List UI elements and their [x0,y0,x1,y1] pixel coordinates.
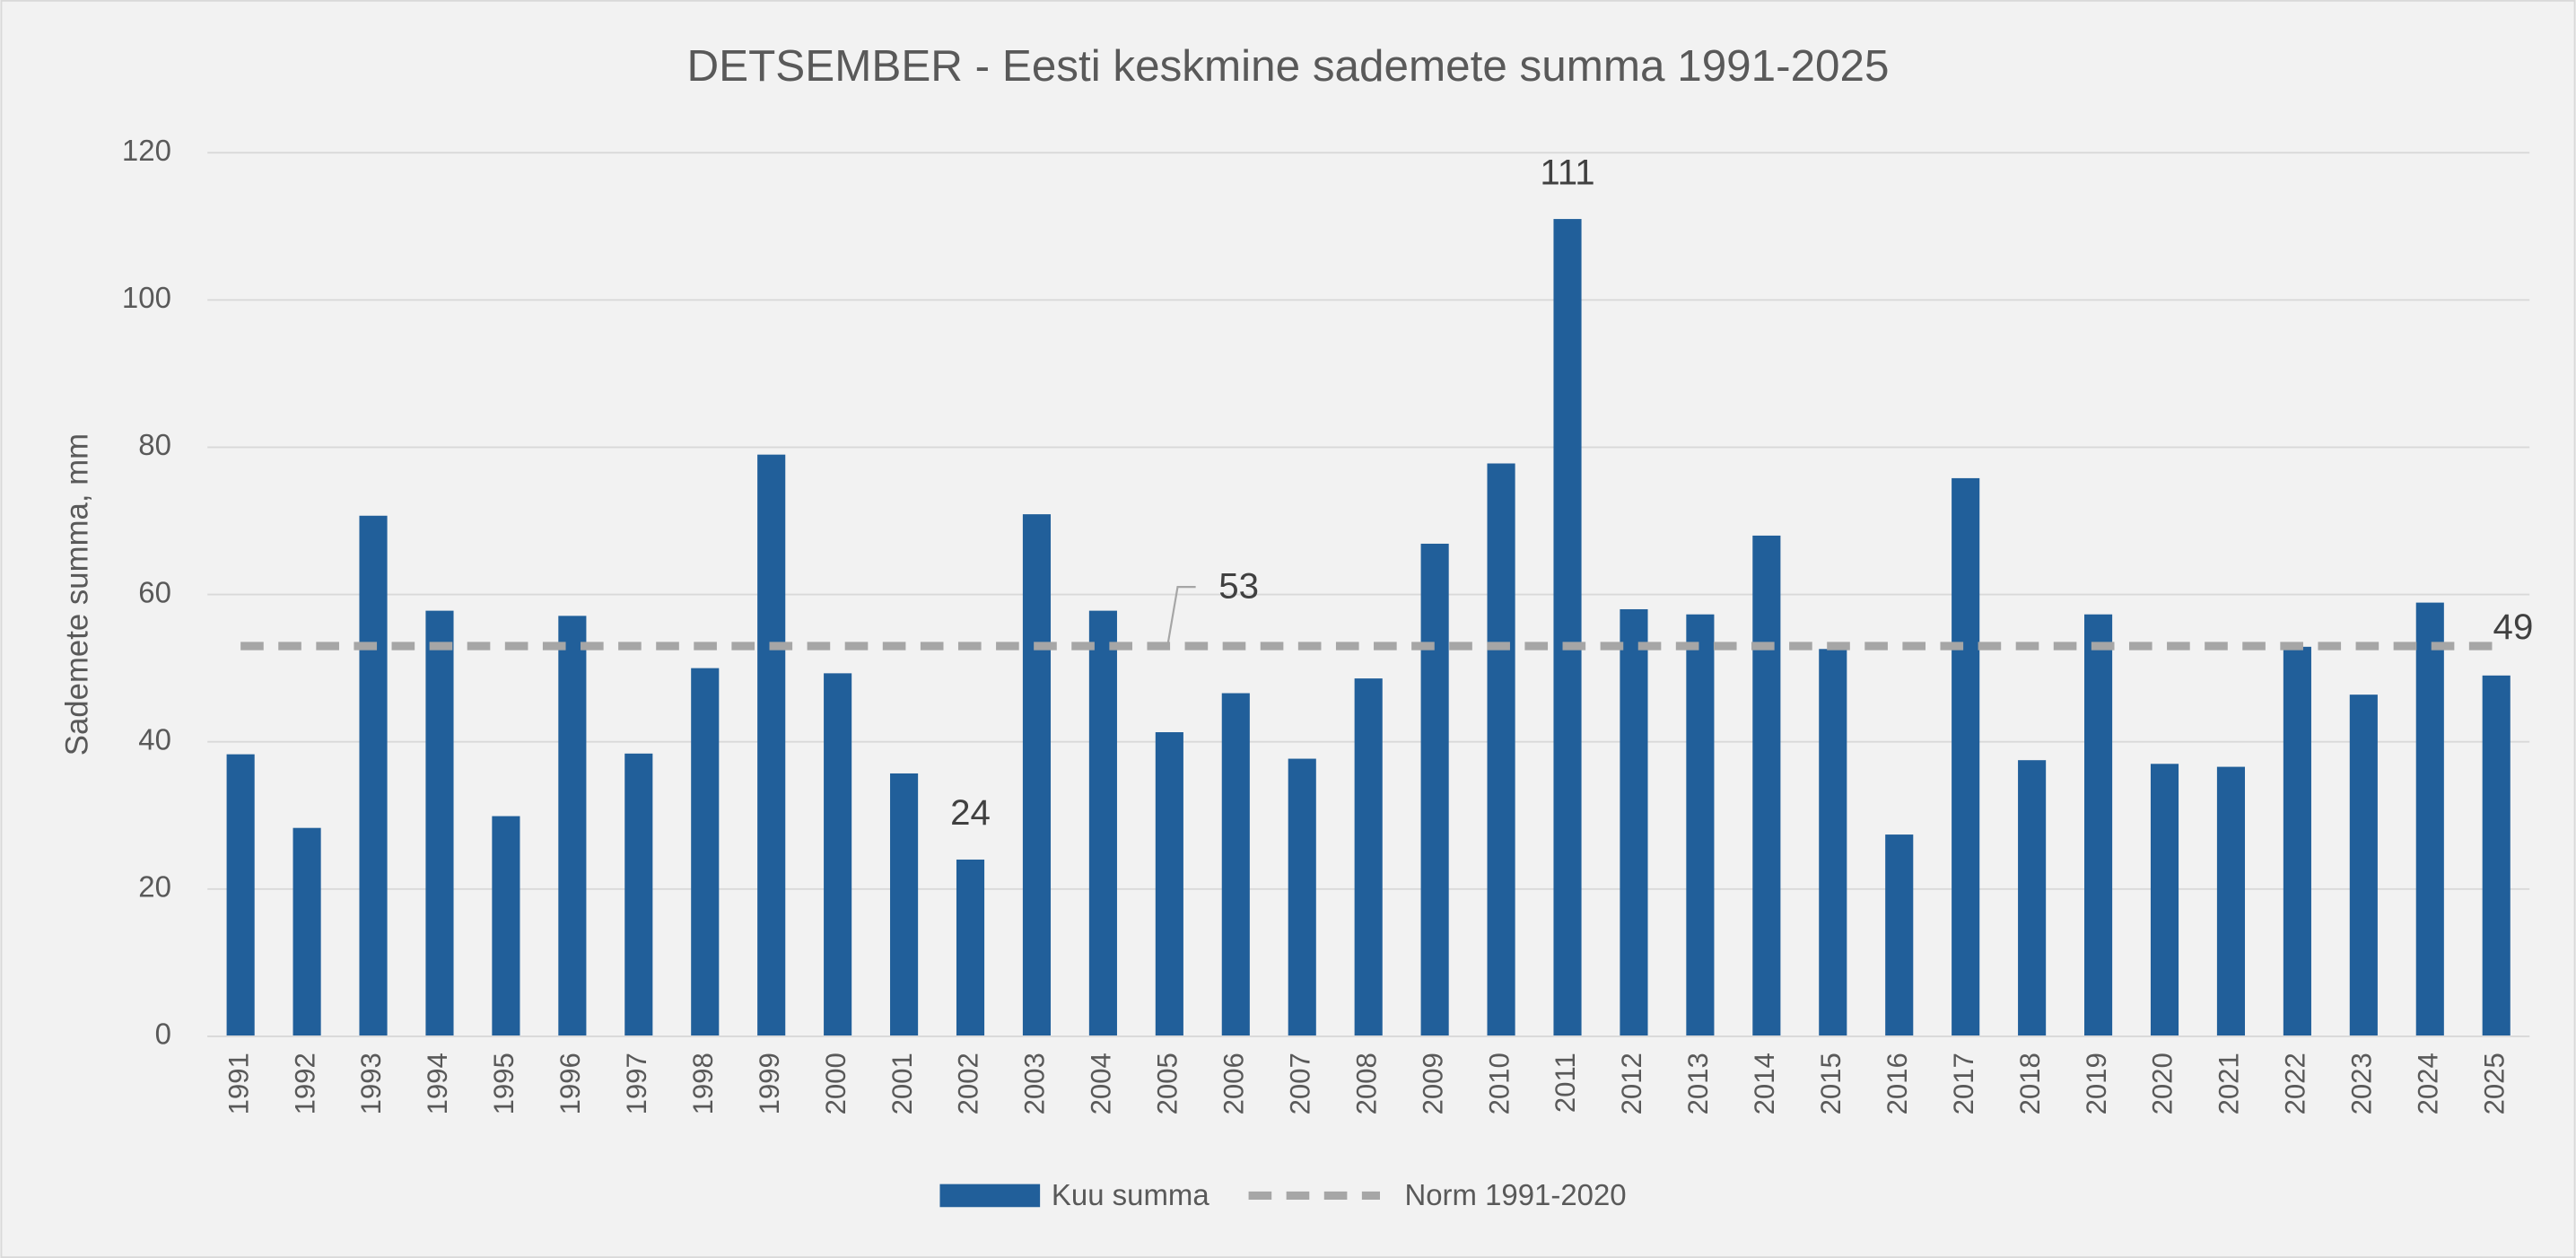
x-tick-label: 2017 [1948,1053,1979,1114]
x-tick-label: 2001 [886,1053,918,1114]
bar [890,773,919,1036]
bar [1221,693,1250,1036]
y-tick-label: 40 [138,722,171,756]
x-tick-label: 2018 [2014,1053,2046,1114]
bar [359,515,388,1036]
bar [425,610,454,1036]
bar [293,827,321,1036]
bar [1952,477,1980,1036]
x-tick-label: 2005 [1152,1053,1183,1114]
x-tick-label: 2012 [1616,1053,1647,1114]
bar [1553,219,1582,1036]
x-tick-label: 2013 [1682,1053,1714,1114]
x-tick-label: 1994 [422,1053,453,1114]
bar [226,754,255,1036]
bar [1088,610,1117,1036]
bar [2283,646,2311,1036]
bar [2349,695,2378,1036]
x-tick-label: 2007 [1284,1053,1315,1114]
bar [956,859,985,1036]
x-tick-label: 1997 [621,1053,652,1114]
x-tick-label: 2008 [1350,1053,1382,1114]
chart-title: DETSEMBER - Eesti keskmine sademete summ… [686,41,1889,91]
x-tick-label: 1998 [687,1053,719,1114]
y-tick-label: 100 [122,281,171,314]
legend-swatch [939,1184,1041,1208]
legend-label: Norm 1991-2020 [1404,1178,1626,1211]
bar [492,816,520,1036]
x-tick-label: 2025 [2478,1053,2510,1114]
bar [1354,678,1383,1036]
bar [1819,649,1847,1036]
x-tick-label: 2019 [2081,1053,2112,1114]
bar [1288,758,1316,1036]
bar [558,616,587,1036]
y-tick-label: 80 [138,428,171,461]
x-tick-label: 2024 [2413,1053,2444,1114]
x-tick-label: 2006 [1218,1053,1250,1114]
x-tick-label: 1996 [554,1053,586,1114]
x-tick-label: 1993 [355,1053,387,1114]
y-tick-label: 0 [155,1018,171,1051]
bar [1686,614,1715,1036]
callout-leader [1166,586,1196,645]
x-tick-label: 1995 [488,1053,520,1114]
bar [1420,543,1449,1036]
x-tick-label: 2022 [2280,1053,2311,1114]
bar [1885,834,1914,1036]
bar [824,673,852,1036]
y-tick-label: 20 [138,869,171,903]
legend-label: Kuu summa [1052,1178,1209,1211]
x-tick-label: 2010 [1483,1053,1515,1114]
bar [1487,463,1515,1036]
data-label: 49 [2493,607,2534,647]
x-tick-label: 2014 [1749,1053,1780,1114]
bar [2415,602,2444,1036]
x-tick-label: 2011 [1550,1053,1581,1113]
bar [2150,764,2179,1036]
bar [1022,514,1052,1036]
x-tick-label: 2021 [2214,1053,2245,1114]
bar [1155,732,1183,1036]
bar [1620,608,1648,1036]
data-label: 111 [1540,152,1594,192]
bar [2216,766,2246,1036]
x-tick-label: 2004 [1086,1053,1117,1114]
bar [624,753,653,1036]
x-tick-label: 2020 [2147,1053,2179,1114]
y-tick-label: 120 [122,134,171,167]
bar [1752,535,1781,1036]
x-tick-label: 2016 [1882,1053,1913,1114]
bar [2018,760,2047,1036]
x-tick-label: 2023 [2346,1053,2378,1114]
x-tick-label: 2002 [953,1053,984,1114]
x-tick-label: 2009 [1417,1053,1448,1114]
x-tick-label: 1991 [223,1053,254,1114]
x-tick-label: 1992 [289,1053,320,1114]
data-label: 53 [1218,566,1259,607]
bar [691,668,720,1036]
x-tick-label: 1999 [754,1053,785,1114]
x-tick-label: 2000 [820,1053,851,1114]
x-tick-label: 2003 [1019,1053,1051,1114]
y-axis-label: Sademete summa, mm [61,433,95,756]
x-tick-label: 2015 [1815,1053,1847,1114]
bar [2084,614,2113,1036]
bar [757,454,786,1036]
bar [2482,675,2511,1036]
y-tick-label: 60 [138,575,171,608]
data-label: 24 [950,792,991,833]
